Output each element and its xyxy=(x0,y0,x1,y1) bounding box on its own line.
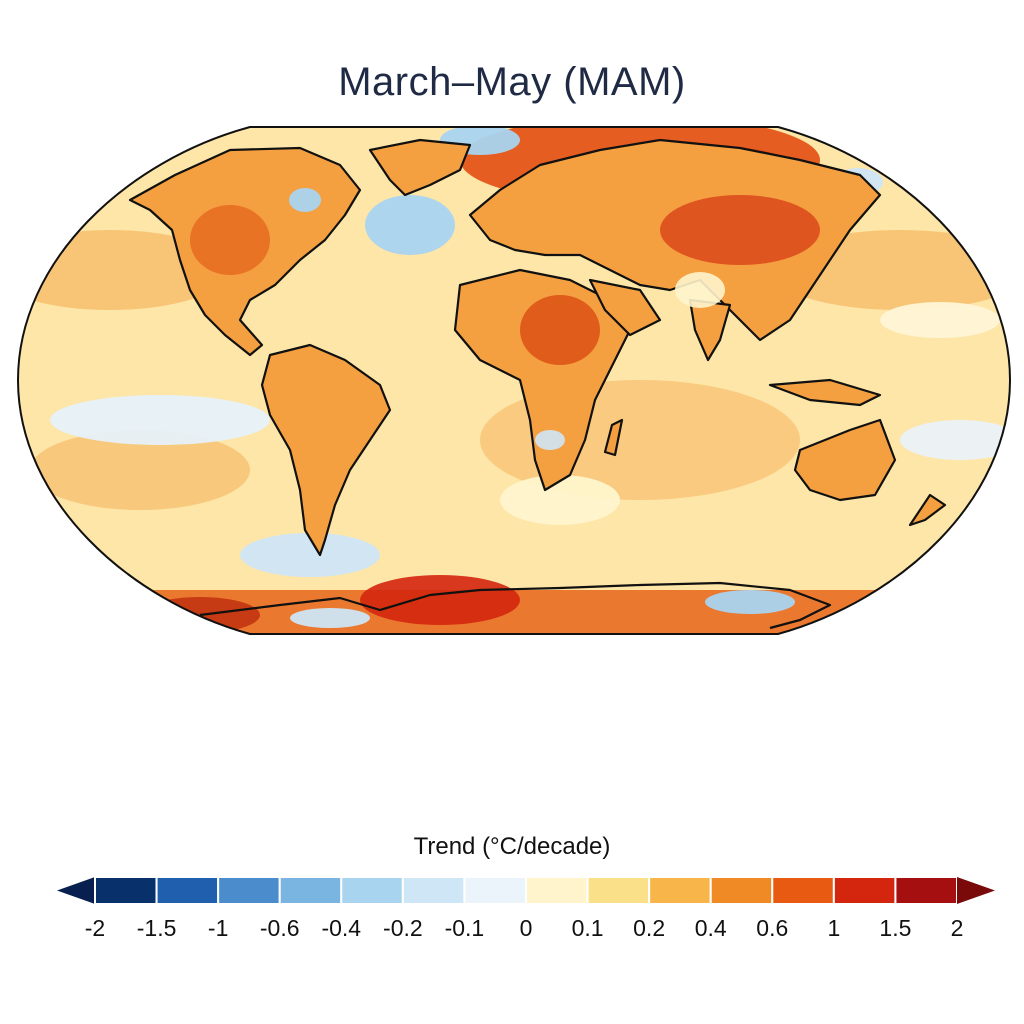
colorbar-tick-label: -0.6 xyxy=(260,915,300,941)
madagascar xyxy=(603,418,624,457)
colorbar-swatch xyxy=(771,876,835,905)
colorbar-label: Trend (°C/decade) xyxy=(413,833,611,860)
colorbar: -2 -1.5 -1 -0.6 -0.4 -0.2 -0.1 0 0.1 0.2 0.4 0.6 1 1.… xyxy=(57,876,995,941)
colorbar-tick-label: -2 xyxy=(85,915,105,941)
colorbar-tick-label: 1.5 xyxy=(879,915,911,941)
colorbar-tick-label: -1.5 xyxy=(137,915,177,941)
map-field xyxy=(18,127,1010,634)
colorbar-swatch xyxy=(463,876,527,905)
colorbar-swatch xyxy=(340,876,404,905)
colorbar-swatch xyxy=(155,876,220,905)
colorbar-swatch xyxy=(401,876,466,905)
colorbar-under-arrow xyxy=(57,877,95,904)
colorbar-tick-label: 0.1 xyxy=(572,915,604,941)
colorbar-swatch xyxy=(709,876,774,905)
antarctica xyxy=(199,581,832,630)
new-zealand xyxy=(908,493,947,527)
colorbar-swatch xyxy=(832,876,897,905)
colorbar-tick-label: 0 xyxy=(520,915,533,941)
greenland xyxy=(368,138,472,197)
south-america xyxy=(260,343,392,557)
colorbar-tick-label: -0.1 xyxy=(445,915,485,941)
colorbar-swatch xyxy=(278,876,343,905)
india xyxy=(688,298,732,362)
colorbar-tick-label: 0.6 xyxy=(756,915,788,941)
colorbar-swatch xyxy=(525,876,589,905)
colorbar-tick-label: 0.2 xyxy=(633,915,665,941)
indonesia xyxy=(768,378,882,407)
colorbar-swatch xyxy=(94,876,158,905)
colorbar-swatch xyxy=(648,876,712,905)
map-frame xyxy=(16,126,1012,635)
colorbar-swatch xyxy=(217,876,281,905)
colorbar-tick-label: -1 xyxy=(208,915,228,941)
colorbar-over-arrow xyxy=(957,877,995,904)
arabia xyxy=(588,278,662,337)
colorbar-swatch xyxy=(894,876,959,905)
colorbar-swatch xyxy=(586,876,651,905)
colorbar-tick-label: -0.4 xyxy=(321,915,361,941)
colorbar-tick-label: 1 xyxy=(827,915,840,941)
colorbar-tick-label: 2 xyxy=(951,915,964,941)
map-title: March–May (MAM) xyxy=(338,60,686,104)
colorbar-tick-label: 0.4 xyxy=(695,915,727,941)
colorbar-tick-label: -0.2 xyxy=(383,915,423,941)
australia xyxy=(793,418,897,502)
